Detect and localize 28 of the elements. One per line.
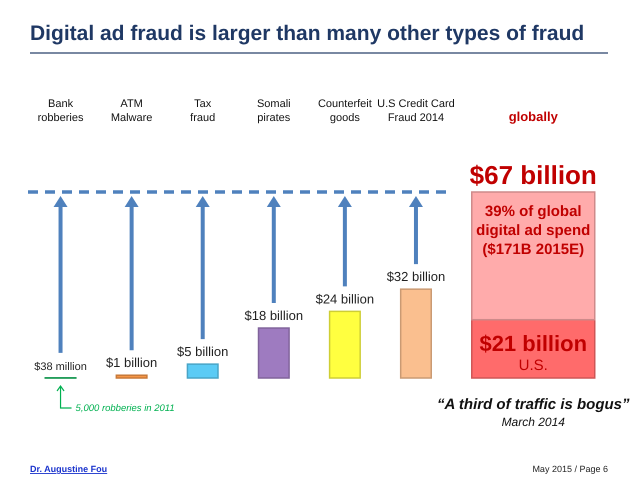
data-label: $24 billion bbox=[316, 291, 374, 306]
total-label: $67 billion bbox=[470, 160, 597, 190]
text: “A third of traffic is bogus” bbox=[436, 396, 630, 413]
series-label: U.S. bbox=[518, 356, 548, 374]
x-tick-label: U.S Credit Card Fraud 2014 bbox=[377, 98, 455, 124]
data-label: $21 billion bbox=[479, 330, 588, 356]
bar bbox=[400, 288, 432, 379]
bar bbox=[186, 363, 219, 379]
data-label: $18 billion bbox=[244, 308, 304, 324]
bar bbox=[328, 310, 361, 379]
x-tick-label: globally bbox=[508, 109, 559, 124]
x-tick-label: ATM Malware bbox=[110, 98, 152, 124]
annotation: $38 million bbox=[34, 360, 87, 373]
data-label: $32 billion bbox=[386, 269, 446, 284]
bar bbox=[116, 374, 148, 379]
bar bbox=[258, 327, 290, 379]
text: May 2015 / Page 6 bbox=[532, 464, 608, 474]
x-tick-label: Counterfeit goods bbox=[318, 98, 372, 124]
data-label: $5 billion bbox=[177, 344, 228, 360]
text: 5,000 robberies in 2011 bbox=[76, 403, 175, 414]
data-label: $1 billion bbox=[106, 355, 158, 370]
text: March 2014 bbox=[502, 415, 566, 429]
x-tick-label: Bank robberies bbox=[38, 98, 84, 124]
text: Dr. Augustine Fou bbox=[30, 464, 108, 474]
x-tick-label: Somali pirates bbox=[256, 98, 291, 124]
chart-title: Digital ad fraud is larger than many other types of fraud bbox=[30, 22, 584, 45]
annotation: 39% of global digital ad spend ($171B 2015E) bbox=[476, 203, 590, 258]
x-tick-label: Tax fraud bbox=[190, 98, 216, 124]
